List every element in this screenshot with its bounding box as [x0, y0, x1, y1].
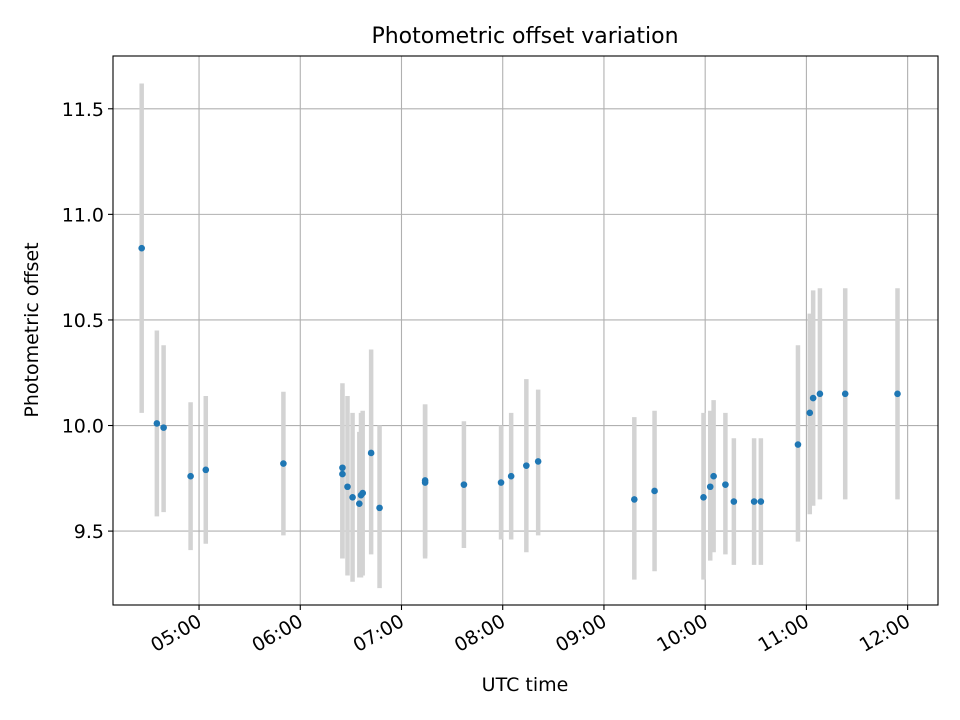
- data-point: [160, 424, 167, 431]
- y-tick-label: 10.5: [62, 310, 104, 332]
- y-axis-ticks: 9.5 10.0 10.5 11.0 11.5: [62, 99, 113, 543]
- plot-area-frame: [112, 55, 939, 606]
- data-point: [894, 390, 901, 398]
- data-point: [344, 483, 351, 491]
- y-tick-label: 10.0: [62, 416, 104, 438]
- data-point: [507, 472, 515, 480]
- data-point: [757, 498, 765, 505]
- data-point: [710, 472, 717, 480]
- data-point: [700, 494, 707, 501]
- data-point: [376, 504, 383, 512]
- data-point: [651, 487, 658, 495]
- data-point: [816, 390, 824, 398]
- y-tick-label: 11.5: [62, 99, 104, 121]
- data-point: [359, 489, 366, 497]
- data-point: [722, 481, 729, 488]
- data-point: [534, 458, 542, 465]
- data-point: [841, 390, 849, 398]
- data-point: [349, 494, 356, 501]
- data-point: [356, 500, 363, 507]
- data-point: [497, 479, 505, 486]
- data-point: [523, 462, 530, 469]
- data-points: [138, 244, 901, 512]
- data-point: [421, 477, 429, 484]
- y-tick-label: 11.0: [62, 204, 104, 226]
- data-point: [202, 466, 210, 474]
- data-point: [339, 470, 346, 478]
- y-tick-label: 9.5: [74, 521, 104, 543]
- data-point: [367, 449, 375, 457]
- data-point: [750, 498, 758, 505]
- data-point: [809, 394, 817, 402]
- data-point: [153, 420, 161, 427]
- data-point: [187, 472, 194, 480]
- data-point: [806, 409, 814, 417]
- data-point: [339, 464, 346, 472]
- data-point: [280, 460, 287, 467]
- data-point: [460, 481, 468, 488]
- x-axis-label: UTC time: [482, 674, 569, 696]
- data-point: [138, 244, 145, 252]
- chart-title: Photometric offset variation: [371, 24, 678, 49]
- data-point: [706, 483, 714, 491]
- grid: [113, 56, 938, 605]
- data-point: [730, 498, 738, 505]
- y-axis-label: Photometric offset: [21, 242, 43, 417]
- data-point: [631, 496, 638, 503]
- data-point: [794, 441, 802, 448]
